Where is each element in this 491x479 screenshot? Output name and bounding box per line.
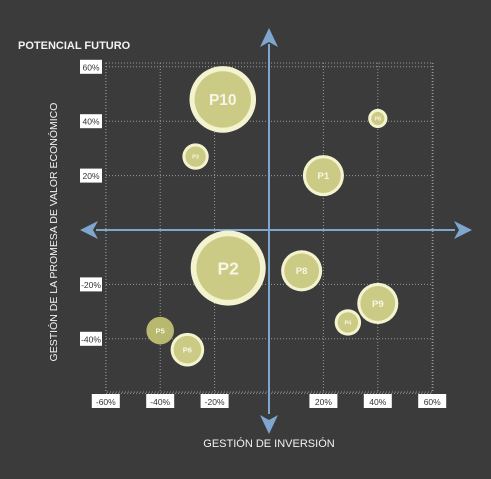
x-tick-box (309, 394, 338, 408)
bubble-label: P8 (296, 266, 308, 277)
y-tick-box (80, 59, 102, 74)
y-tick-text: 40% (82, 117, 99, 127)
bubble-core (360, 286, 396, 321)
bubble-core (185, 146, 206, 167)
bubble-core (371, 111, 385, 126)
x-tick-label: 40% (363, 394, 392, 408)
bubble-core (284, 253, 320, 289)
y-axis-arrow-up-icon (260, 28, 278, 47)
bubble-label: P10 (209, 92, 237, 109)
bubble-label: P6 (183, 345, 192, 354)
bubble-label: P5 (156, 326, 165, 335)
bubble-label: P8 (375, 116, 381, 122)
bubble-p2: P2 (190, 230, 266, 306)
bubble-p6: P6 (170, 332, 205, 367)
bubble-p4: P4 (334, 309, 362, 336)
bubble-label: P4 (344, 320, 352, 326)
y-tick-box (80, 114, 102, 129)
bubble-core (146, 316, 174, 345)
x-tick-text: -20% (205, 397, 225, 407)
y-tick-box (80, 277, 102, 292)
y-tick-label: 40% (80, 114, 102, 129)
bubble-p1: P1 (302, 155, 344, 197)
bubble-p5: P5 (146, 316, 174, 345)
x-tick-text: 40% (369, 397, 386, 407)
y-tick-label: 60% (80, 59, 102, 74)
bubble-core (337, 312, 359, 333)
bubble-p8: P8 (368, 108, 388, 129)
bubble-p9: P9 (357, 282, 399, 324)
x-tick-label: 60% (418, 394, 447, 408)
y-tick-label: 20% (80, 168, 102, 183)
y-axis-arrow-down-icon (260, 415, 278, 434)
y-tick-box (80, 168, 102, 183)
y-tick-box (80, 331, 102, 346)
x-tick-label: -60% (91, 394, 120, 408)
x-tick-text: -40% (150, 397, 170, 407)
bubble-core (173, 335, 202, 364)
bubble-label: P9 (372, 299, 384, 310)
bubble-core (194, 71, 251, 128)
x-axis-arrow-left-icon (80, 221, 98, 239)
x-axis-label: GESTIÓN DE INVERSIÓN (203, 437, 334, 450)
x-tick-box (146, 394, 175, 408)
axes (80, 28, 472, 434)
y-tick-text: 60% (82, 62, 99, 72)
x-tick-text: -60% (96, 397, 116, 407)
bubbles: P10 P8 P3 P1 P2 P8 P9 P4 P5 P6 (146, 66, 399, 367)
chart-title: POTENCIAL FUTURO (18, 40, 131, 52)
y-tick-text: -40% (81, 334, 101, 344)
x-tick-box (200, 394, 229, 408)
bubble-p3: P3 (182, 143, 209, 170)
bubble-label: P3 (192, 155, 199, 161)
bubble-core (306, 158, 341, 194)
tick-labels: -60% -40% -20% 20% 40% 60% 60% 40% 20% -20% -40% (80, 59, 447, 408)
x-tick-box (418, 394, 447, 408)
x-tick-box (363, 394, 392, 408)
x-tick-text: 60% (424, 397, 441, 407)
y-tick-label: -20% (80, 277, 102, 292)
bubble-p8: P8 (281, 250, 323, 292)
y-axis-label: GESTIÓN DE LA PROMESA DE VALOR ECONÓMICO (47, 103, 60, 362)
x-axis-arrow-right-icon (454, 221, 472, 239)
bubble-label: P1 (318, 171, 330, 182)
bubble-p10: P10 (189, 66, 257, 133)
x-tick-label: -20% (200, 394, 229, 408)
x-tick-box (91, 394, 120, 408)
x-tick-text: 20% (315, 397, 332, 407)
y-tick-text: 20% (82, 171, 99, 181)
x-tick-label: -40% (146, 394, 175, 408)
bubble-core (196, 236, 260, 300)
y-tick-label: -40% (80, 331, 102, 346)
x-tick-label: 20% (309, 394, 338, 408)
bubble-label: P2 (218, 258, 240, 278)
y-tick-text: -20% (81, 280, 101, 290)
